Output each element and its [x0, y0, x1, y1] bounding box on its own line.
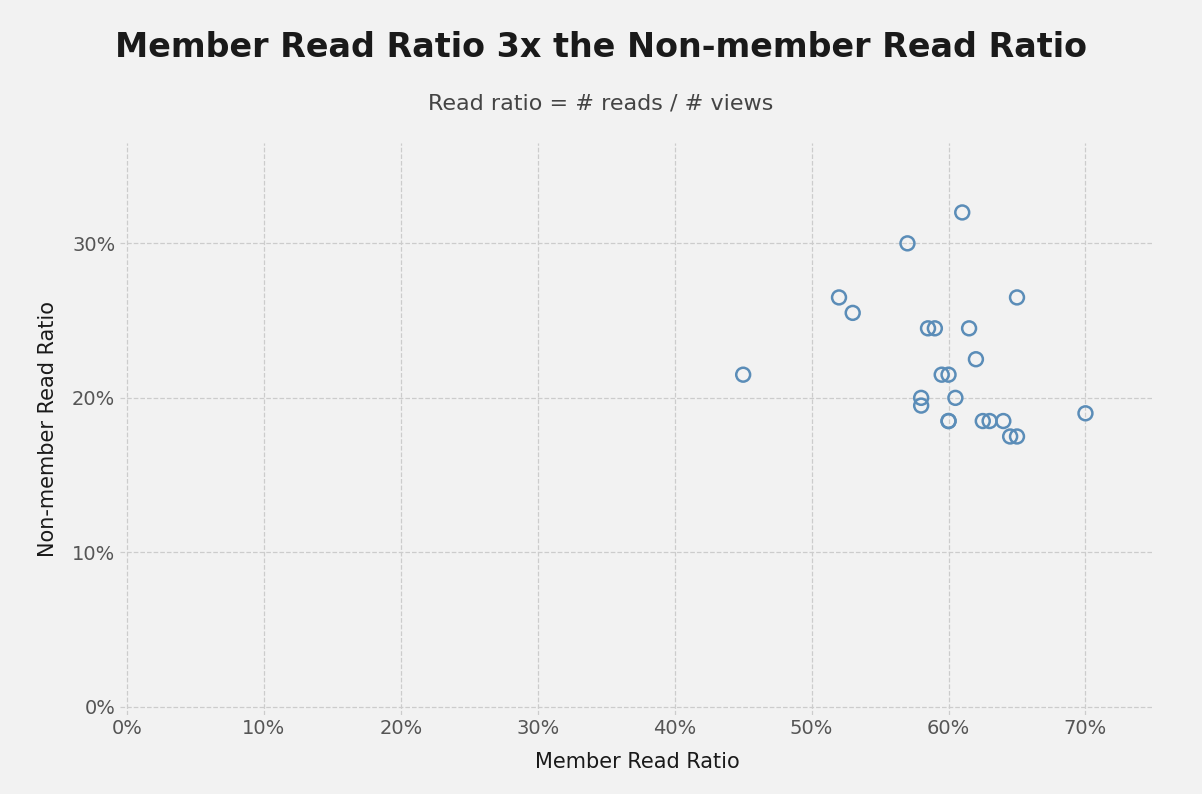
- Point: [959, 322, 978, 335]
- Point: [953, 206, 972, 219]
- Text: Read ratio = # reads / # views: Read ratio = # reads / # views: [428, 93, 774, 114]
- Point: [733, 368, 752, 381]
- Point: [939, 414, 958, 427]
- Point: [829, 291, 849, 304]
- Point: [994, 414, 1013, 427]
- Point: [980, 414, 999, 427]
- Point: [946, 391, 965, 404]
- Point: [918, 322, 938, 335]
- Point: [1007, 430, 1027, 443]
- Point: [898, 237, 917, 249]
- Y-axis label: Non-member Read Ratio: Non-member Read Ratio: [38, 301, 58, 557]
- Point: [1076, 407, 1095, 420]
- Point: [974, 414, 993, 427]
- Point: [1000, 430, 1019, 443]
- Point: [939, 368, 958, 381]
- Point: [911, 399, 930, 412]
- Point: [926, 322, 945, 335]
- Point: [939, 414, 958, 427]
- Text: Member Read Ratio 3x the Non-member Read Ratio: Member Read Ratio 3x the Non-member Read…: [115, 31, 1087, 64]
- Point: [843, 306, 862, 319]
- Point: [932, 368, 951, 381]
- Point: [911, 391, 930, 404]
- Point: [1007, 291, 1027, 304]
- Point: [966, 353, 986, 365]
- X-axis label: Member Read Ratio: Member Read Ratio: [535, 753, 739, 773]
